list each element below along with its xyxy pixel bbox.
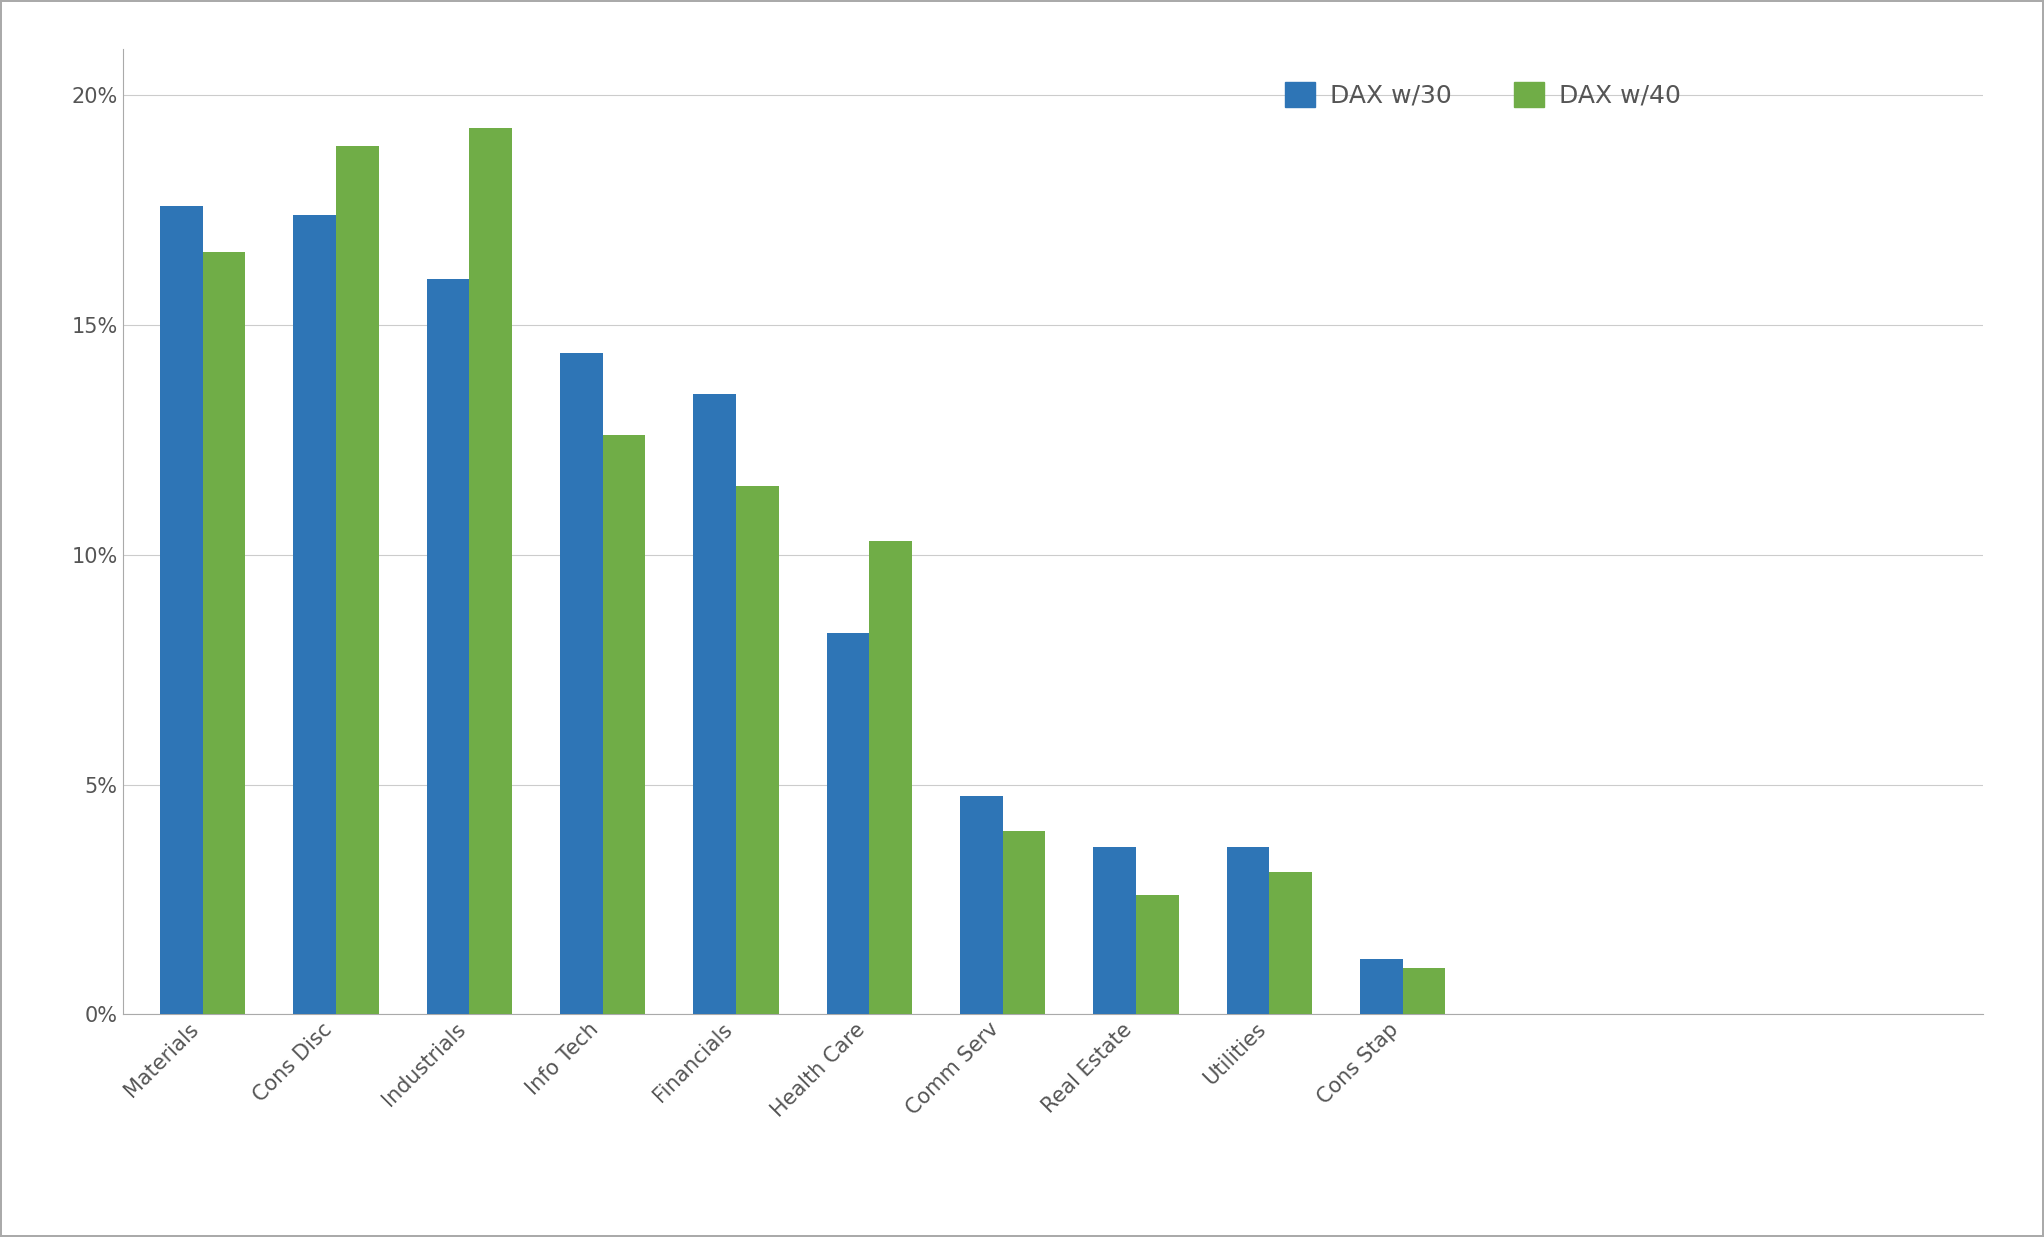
- Bar: [427, 280, 470, 1014]
- Bar: [869, 541, 912, 1014]
- Bar: [1226, 846, 1269, 1014]
- Bar: [961, 797, 1004, 1014]
- Bar: [335, 146, 378, 1014]
- Bar: [736, 486, 779, 1014]
- Bar: [1359, 959, 1402, 1014]
- Bar: [1004, 830, 1044, 1014]
- Bar: [470, 127, 511, 1014]
- Bar: [202, 251, 245, 1014]
- Bar: [693, 395, 736, 1014]
- Bar: [603, 435, 646, 1014]
- Bar: [1136, 894, 1179, 1014]
- Bar: [826, 633, 869, 1014]
- Bar: [1094, 846, 1136, 1014]
- Legend: DAX w/30, DAX w/40: DAX w/30, DAX w/40: [1275, 72, 1690, 118]
- Bar: [159, 205, 202, 1014]
- Bar: [292, 215, 335, 1014]
- Bar: [1269, 872, 1312, 1014]
- Bar: [1402, 969, 1445, 1014]
- Bar: [560, 353, 603, 1014]
